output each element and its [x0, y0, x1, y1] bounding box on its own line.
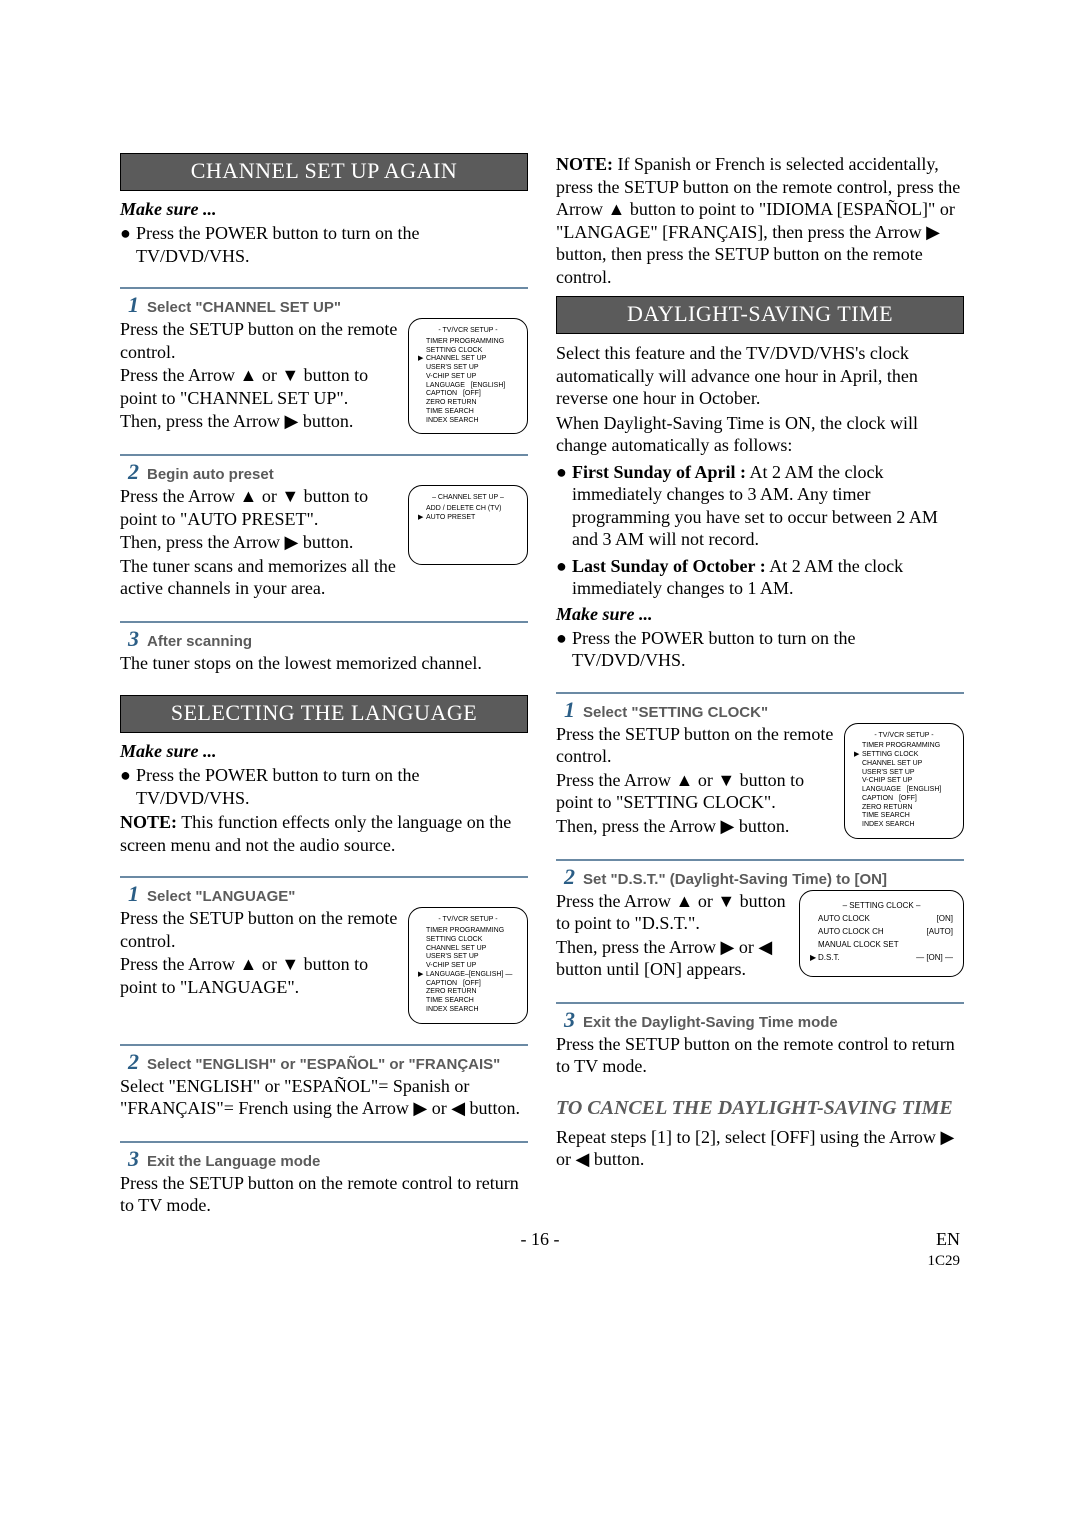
banner-language: SELECTING THE LANGUAGE — [120, 695, 528, 733]
step-body: Press the SETUP button on the remote con… — [556, 1033, 964, 1078]
step-body: Press the Arrow ▲ or ▼ button to point t… — [556, 890, 789, 982]
step-title: After scanning — [147, 633, 252, 650]
step-title: Select "ENGLISH" or "ESPAÑOL" or "FRANÇA… — [147, 1056, 500, 1073]
step-num: 3 — [128, 626, 139, 652]
step-num: 3 — [128, 1146, 139, 1172]
p: Select this feature and the TV/DVD/VHS's… — [556, 342, 964, 410]
osd-setup1: - TV/VCR SETUP -TIMER PROGRAMMINGSETTING… — [408, 318, 528, 434]
p: Press the SETUP button on the remote con… — [556, 723, 834, 768]
p: Press the SETUP button on the remote con… — [556, 1033, 964, 1078]
bullet: ● First Sunday of April : At 2 AM the cl… — [556, 461, 964, 551]
step-2: 2 Begin auto preset Press the Arrow ▲ or… — [120, 454, 528, 601]
step-title: Exit the Daylight-Saving Time mode — [583, 1014, 838, 1031]
step-body: Press the SETUP button on the remote con… — [120, 1172, 528, 1217]
bullet-text: Last Sunday of October : At 2 AM the clo… — [572, 555, 964, 600]
note-right: NOTE: If Spanish or French is selected a… — [556, 153, 964, 288]
p: Press the SETUP button on the remote con… — [120, 318, 398, 363]
step-num: 1 — [128, 881, 139, 907]
lang-step-3: 3 Exit the Language mode Press the SETUP… — [120, 1141, 528, 1218]
p: Press the SETUP button on the remote con… — [120, 1172, 528, 1217]
left-column: CHANNEL SET UP AGAIN Make sure ... ● Pre… — [120, 145, 528, 1218]
bullet-dot: ● — [556, 461, 572, 551]
bullet-text: Press the POWER button to turn on the TV… — [136, 764, 528, 809]
step-num: 2 — [128, 459, 139, 485]
osd-channel-setup: – CHANNEL SET UP –ADD / DELETE CH (TV)▶A… — [408, 485, 528, 565]
step-title: Set "D.S.T." (Daylight-Saving Time) to [… — [583, 871, 887, 888]
dst-step-3: 3 Exit the Daylight-Saving Time mode Pre… — [556, 1002, 964, 1079]
bullet: ● Press the POWER button to turn on the … — [120, 222, 528, 267]
step-body: Press the SETUP button on the remote con… — [120, 907, 398, 999]
p: Press the Arrow ▲ or ▼ button to point t… — [120, 364, 398, 409]
footer-en: EN — [936, 1229, 960, 1250]
p: Press the SETUP button on the remote con… — [120, 907, 398, 952]
osd-setting-clock: - TV/VCR SETUP -TIMER PROGRAMMING▶SETTIN… — [844, 723, 964, 839]
dst-step-2: 2 Set "D.S.T." (Daylight-Saving Time) to… — [556, 859, 964, 982]
bullet: ● Press the POWER button to turn on the … — [556, 627, 964, 672]
p: Select "ENGLISH" or "ESPAÑOL"= Spanish o… — [120, 1075, 528, 1120]
step-body: The tuner stops on the lowest memorized … — [120, 652, 528, 675]
step-num: 3 — [564, 1007, 575, 1033]
step-num: 2 — [128, 1049, 139, 1075]
step-body: Select "ENGLISH" or "ESPAÑOL"= Spanish o… — [120, 1075, 528, 1120]
bullet-dot: ● — [556, 555, 572, 600]
p: Press the Arrow ▲ or ▼ button to point t… — [120, 485, 398, 530]
make-sure-1: Make sure ... — [120, 199, 528, 220]
make-sure-3: Make sure ... — [556, 604, 964, 625]
step-title: Select "LANGUAGE" — [147, 888, 295, 905]
bullet-text: Press the POWER button to turn on the TV… — [572, 627, 964, 672]
step-body: Press the SETUP button on the remote con… — [120, 318, 398, 434]
p: Then, press the Arrow ▶ button. — [120, 531, 398, 554]
footer-code: 1C29 — [927, 1253, 960, 1270]
bullet-dot: ● — [120, 764, 136, 809]
step-title: Select "CHANNEL SET UP" — [147, 299, 341, 316]
page-number: - 16 - — [0, 1229, 1080, 1250]
step-title: Select "SETTING CLOCK" — [583, 704, 768, 721]
page: CHANNEL SET UP AGAIN Make sure ... ● Pre… — [120, 145, 965, 1218]
p: Repeat steps [1] to [2], select [OFF] us… — [556, 1126, 964, 1171]
p: Then, press the Arrow ▶ or ◀ button unti… — [556, 936, 789, 981]
make-sure-2: Make sure ... — [120, 741, 528, 762]
bullet: ● Press the POWER button to turn on the … — [120, 764, 528, 809]
bullet-text: Press the POWER button to turn on the TV… — [136, 222, 528, 267]
bullet-dot: ● — [120, 222, 136, 267]
lang-step-1: 1 Select "LANGUAGE" Press the SETUP butt… — [120, 876, 528, 1023]
p: Press the Arrow ▲ or ▼ button to point t… — [556, 769, 834, 814]
p: Press the Arrow ▲ or ▼ button to point t… — [120, 953, 398, 998]
step-3: 3 After scanning The tuner stops on the … — [120, 621, 528, 676]
bullet-dot: ● — [556, 627, 572, 672]
p: The tuner stops on the lowest memorized … — [120, 652, 528, 675]
bullet: ● Last Sunday of October : At 2 AM the c… — [556, 555, 964, 600]
dst-step-1: 1 Select "SETTING CLOCK" Press the SETUP… — [556, 692, 964, 839]
banner-channel-setup: CHANNEL SET UP AGAIN — [120, 153, 528, 191]
osd-dst: – SETTING CLOCK –AUTO CLOCK[ON]AUTO CLOC… — [799, 890, 964, 977]
banner-dst: DAYLIGHT-SAVING TIME — [556, 296, 964, 334]
step-body: Press the Arrow ▲ or ▼ button to point t… — [120, 485, 398, 601]
step-num: 2 — [564, 864, 575, 890]
cancel-heading: TO CANCEL THE DAYLIGHT-SAVING TIME — [556, 1097, 964, 1120]
step-num: 1 — [564, 697, 575, 723]
note: NOTE: This function effects only the lan… — [120, 811, 528, 856]
step-1: 1 Select "CHANNEL SET UP" Press the SETU… — [120, 287, 528, 434]
osd-language: - TV/VCR SETUP -TIMER PROGRAMMINGSETTING… — [408, 907, 528, 1023]
p: When Daylight-Saving Time is ON, the clo… — [556, 412, 964, 457]
step-title: Begin auto preset — [147, 466, 274, 483]
p: The tuner scans and memorizes all the ac… — [120, 555, 398, 600]
bullet-text: First Sunday of April : At 2 AM the cloc… — [572, 461, 964, 551]
p: Then, press the Arrow ▶ button. — [556, 815, 834, 838]
p: Then, press the Arrow ▶ button. — [120, 410, 398, 433]
step-num: 1 — [128, 292, 139, 318]
step-title: Exit the Language mode — [147, 1153, 320, 1170]
p: Press the Arrow ▲ or ▼ button to point t… — [556, 890, 789, 935]
lang-step-2: 2 Select "ENGLISH" or "ESPAÑOL" or "FRAN… — [120, 1044, 528, 1121]
step-body: Press the SETUP button on the remote con… — [556, 723, 834, 839]
right-column: NOTE: If Spanish or French is selected a… — [556, 145, 964, 1218]
